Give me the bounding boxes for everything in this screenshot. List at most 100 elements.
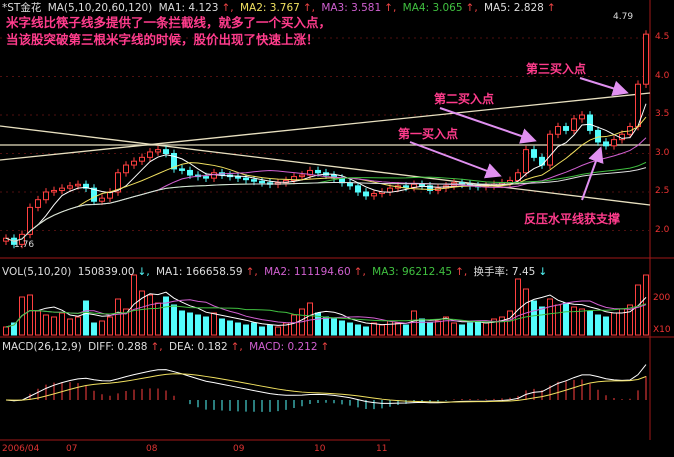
price-tick-label: 3.0 [655,147,670,158]
ma10-line [5,116,647,242]
volume-bar [91,322,97,336]
candle [403,185,409,188]
volume-bar [627,304,633,336]
volume-bar [611,312,617,336]
price-tick-label: 4.5 [655,32,670,42]
candle [251,179,257,182]
candle [315,169,321,174]
price-tick-label: 3.5 [655,109,670,119]
label-support: 反压水平线获支撑 [524,212,621,226]
annotation-note: 米字线比筷子线多提供了一条拦截线，就多了一个买入点，当该股突破第三根米字线的时候… [6,15,332,47]
volume-bar [187,312,193,336]
ma-params: MA(5,10,20,60,120) [47,2,153,14]
diff-line [5,364,647,404]
candle [387,187,393,193]
annotation-arrow [439,107,537,144]
volume-bar [515,278,521,336]
volume-bar [443,316,449,336]
volume-bar [387,320,393,336]
candle [427,185,433,191]
rising-trend-line [0,92,651,161]
candle [59,187,65,191]
candle [155,149,161,153]
volume-bar [355,324,361,336]
candle [571,118,577,131]
volume-bar [379,324,385,336]
ma5-line [5,103,647,242]
price-tick-label: 2.5 [655,186,670,196]
candle [83,183,89,189]
volume-bar [83,300,89,336]
candle [27,206,33,235]
candle [259,180,265,184]
volume-header: VOL(5,10,20) 150839.00 ↓, MA1: 166658.59 ↑… [2,266,548,278]
volume-bar [603,316,609,336]
candle [515,172,521,181]
vol-value: 150839.00 [77,266,135,278]
volume-bar [339,320,345,336]
volume-bar [523,288,529,336]
candle [211,172,217,179]
volume-bar [195,314,201,336]
annotation-arrow [581,146,604,201]
volume-bar [427,322,433,336]
candle [91,187,97,202]
candle [115,172,121,193]
candle [643,33,649,85]
candle [139,156,145,162]
candle [235,176,241,179]
ma1-value: MA1: 4.123 [158,2,219,14]
volume-bar [331,318,337,336]
vol-ma10-line [5,299,647,328]
dea-line [5,373,647,403]
volume-bar [323,316,329,336]
candle [579,114,585,120]
annotation-arrow [409,141,502,179]
candle [307,169,313,176]
candle [187,169,193,176]
volume-bar [571,306,577,336]
candle [75,183,81,187]
date-label: 11 [376,444,388,454]
date-label: 10 [314,444,326,454]
candle [547,133,553,166]
candle [539,156,545,166]
volume-bar [347,322,353,336]
candle [51,189,57,193]
candle [587,114,593,131]
volume-bar [179,310,185,336]
volume-bar [147,294,153,336]
volume-bar [587,310,593,336]
candle [123,164,129,174]
volume-bar [75,316,81,336]
volume-bar [243,324,249,336]
volume-bar [99,320,105,336]
volume-bar [203,316,209,336]
volume-bar [547,298,553,336]
date-label: 07 [66,444,78,454]
price-tick-label: 2.0 [655,224,670,235]
date-label: 08 [146,444,158,454]
volume-bar [491,318,497,336]
annotation-arrow [579,77,629,97]
label-buy2: 第二买入点 [434,92,495,106]
ma5-value: MA5: 2.828 [484,2,544,14]
candle [131,160,137,166]
candle [419,183,425,187]
volume-bar [251,322,257,336]
volume-bar [43,314,49,336]
volume-bar [59,312,65,336]
candle [595,129,601,143]
volume-bar [27,294,33,336]
macd-diff: DIFF: 0.288 [88,341,148,353]
date-label: 09 [233,444,245,454]
label-buy3: 第三买入点 [526,62,587,76]
candle [43,191,49,201]
volume-bar [227,320,233,336]
volume-bar [235,322,241,336]
turnover: 换手率: 7.45 [473,266,536,278]
candle [531,149,537,158]
candle [603,141,609,147]
volume-bar [3,326,9,336]
volume-bar [307,302,313,336]
